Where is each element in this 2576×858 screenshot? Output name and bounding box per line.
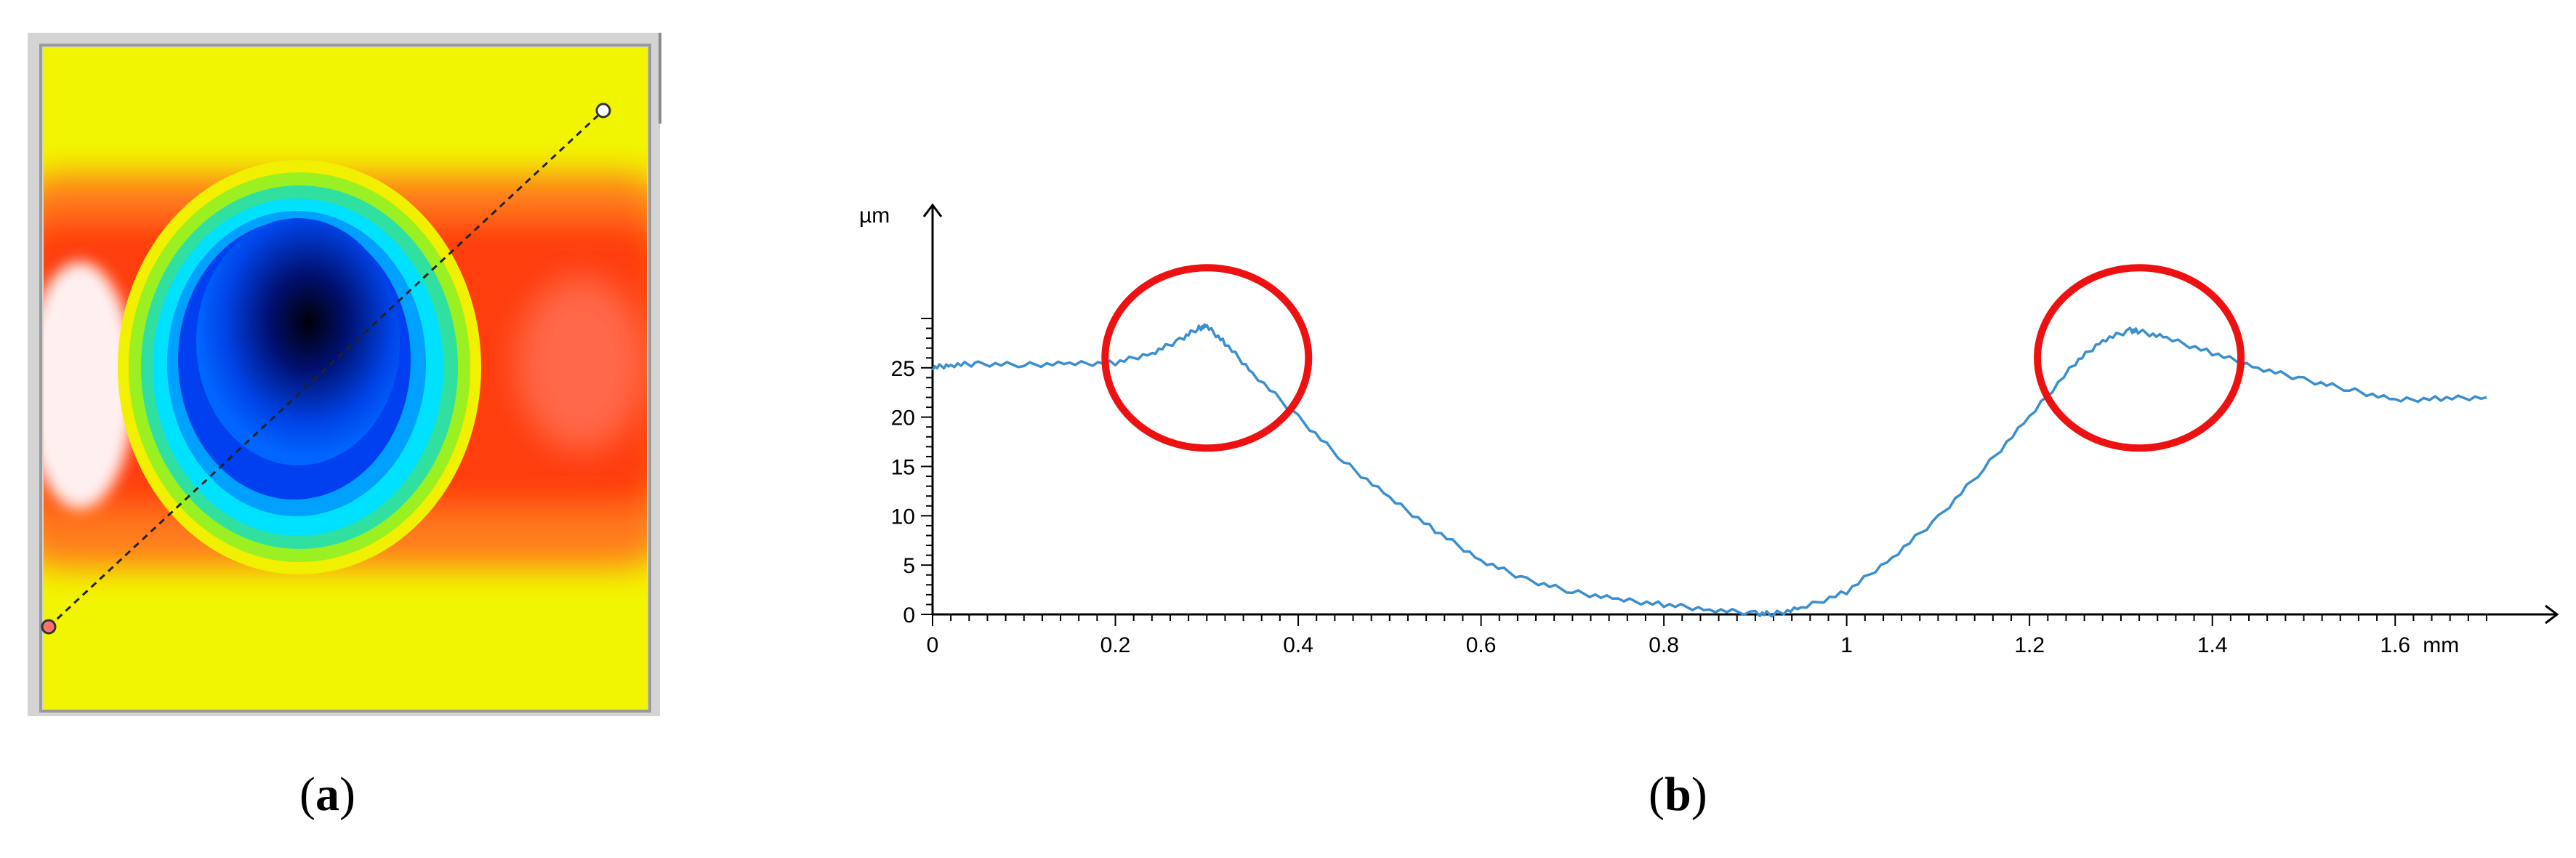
x-tick-label: 0.2 xyxy=(1100,633,1131,657)
panel-b-caption: (b) xyxy=(1649,768,1707,821)
x-axis-unit-label: mm xyxy=(2423,633,2459,657)
profile-series-line xyxy=(931,323,2487,618)
y-tick-label: 25 xyxy=(891,357,915,381)
profile-line[interactable] xyxy=(47,109,605,628)
profile-series xyxy=(931,323,2487,618)
y-axis-unit-label: µm xyxy=(859,204,890,228)
y-axis-arrow xyxy=(922,203,943,217)
x-axis-arrow xyxy=(2545,604,2559,625)
panel-a-caption: (a) xyxy=(299,768,355,821)
highlight-circle xyxy=(2034,264,2245,452)
x-tick-label: 1.2 xyxy=(2014,633,2045,657)
highlight-annotations xyxy=(1101,264,2245,452)
chart-axes xyxy=(922,203,2559,625)
line-end-marker[interactable] xyxy=(595,103,611,119)
crater xyxy=(118,160,481,574)
height-map-image xyxy=(44,47,647,709)
white-peak-region xyxy=(44,262,134,509)
x-tick-label: 0 xyxy=(927,633,939,657)
x-tick-label: 0.8 xyxy=(1649,633,1679,657)
y-tick-label: 10 xyxy=(891,505,915,529)
y-axis-ticks xyxy=(921,318,933,615)
y-tick-label: 15 xyxy=(891,456,915,480)
highlight-circle xyxy=(1101,264,1313,452)
x-tick-label: 0.4 xyxy=(1283,633,1313,657)
y-tick-label: 20 xyxy=(891,406,915,430)
map-inner-border xyxy=(39,44,651,713)
surface-height-map xyxy=(28,33,661,716)
x-tick-label: 1.4 xyxy=(2197,633,2228,657)
x-tick-label: 0.6 xyxy=(1466,633,1497,657)
panel-a-label: a xyxy=(315,768,339,821)
x-tick-label: 1.6 xyxy=(2380,633,2410,657)
y-tick-label: 5 xyxy=(903,554,915,578)
panel-b-label: b xyxy=(1664,768,1691,821)
x-axis-ticks xyxy=(932,614,2487,626)
line-start-marker[interactable] xyxy=(41,619,57,635)
y-axis-tick-labels: 0 5 10 15 20 25 xyxy=(891,357,915,628)
x-axis-tick-labels: 0 0.2 0.4 0.6 0.8 1 1.2 1.4 1.6 mm xyxy=(927,633,2460,657)
profile-chart: 0 0.2 0.4 0.6 0.8 1 1.2 1.4 1.6 mm 0 5 10 15 20 25 µm xyxy=(859,203,2559,657)
x-tick-label: 1 xyxy=(1840,633,1853,657)
y-tick-label: 0 xyxy=(903,604,915,628)
